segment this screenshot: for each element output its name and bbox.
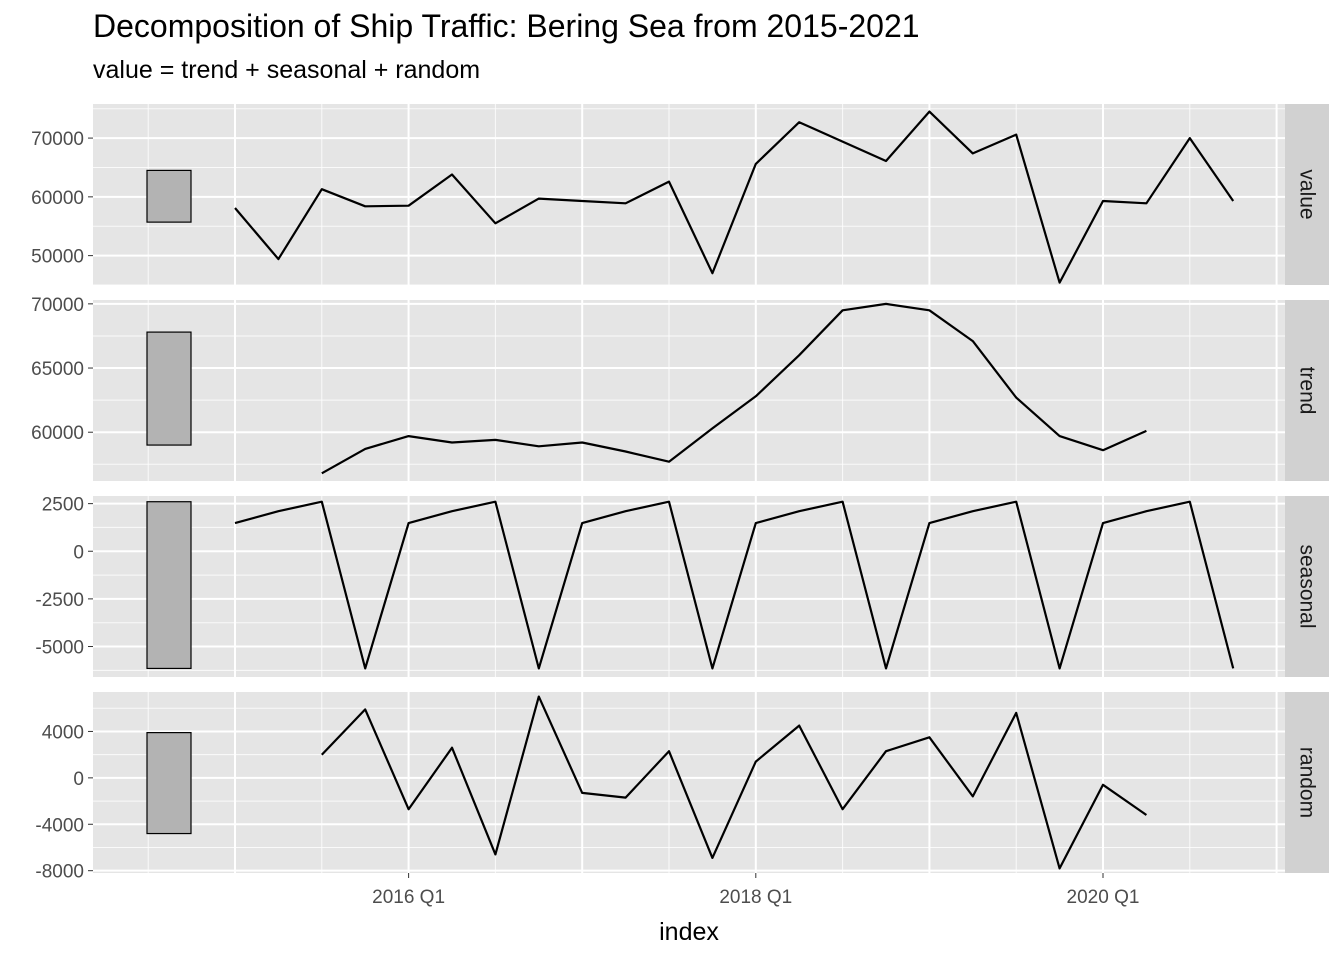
facet-label-trend: trend	[1296, 367, 1319, 415]
x-axis-title: index	[659, 918, 719, 946]
x-tick-label: 2018 Q1	[719, 887, 792, 908]
range-bar-seasonal	[146, 501, 192, 670]
series-line-random	[321, 695, 1148, 870]
y-tick-label: 60000	[31, 188, 84, 209]
y-tick-label: 60000	[31, 423, 84, 444]
y-tick-label: 70000	[31, 295, 84, 316]
y-tick-label: -4000	[35, 815, 84, 836]
y-tick-label: 2500	[42, 495, 84, 516]
facet-strip-value	[1285, 104, 1329, 285]
y-tick-label: -5000	[35, 638, 84, 659]
facet-label-seasonal: seasonal	[1296, 544, 1319, 628]
y-tick-label: 0	[73, 542, 84, 563]
chart-subtitle: value = trend + seasonal + random	[93, 56, 481, 84]
range-bar-value	[146, 169, 192, 223]
x-tick-label: 2020 Q1	[1067, 887, 1140, 908]
y-tick-label: -8000	[35, 862, 84, 883]
series-line-seasonal	[234, 500, 1235, 670]
chart-title: Decomposition of Ship Traffic: Bering Se…	[93, 8, 920, 44]
y-tick-label: 0	[73, 769, 84, 790]
facet-strip-trend	[1285, 300, 1329, 481]
facet-strip-seasonal	[1285, 496, 1329, 677]
facet-strip-random	[1285, 692, 1329, 873]
series-line-trend	[321, 302, 1147, 475]
facet-label-value: value	[1296, 169, 1319, 219]
range-bar-random	[146, 732, 192, 835]
y-tick-label: 50000	[31, 247, 84, 268]
y-tick-label: 4000	[42, 722, 84, 743]
y-tick-label: -2500	[35, 590, 84, 611]
panel-random-background	[93, 692, 1285, 873]
y-tick-label: 70000	[31, 129, 84, 150]
facet-label-random: random	[1296, 747, 1319, 818]
x-tick-label: 2016 Q1	[372, 887, 445, 908]
panel-trend-background	[93, 300, 1285, 481]
panel-value-background	[93, 104, 1285, 285]
y-tick-label: 65000	[31, 359, 84, 380]
series-line-value	[234, 110, 1235, 284]
range-bar-trend	[146, 331, 192, 446]
